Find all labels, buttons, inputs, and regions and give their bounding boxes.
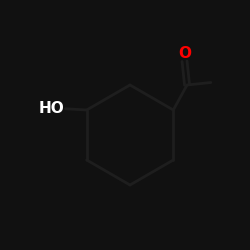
Text: O: O [178,46,191,61]
Text: HO: HO [39,101,64,116]
